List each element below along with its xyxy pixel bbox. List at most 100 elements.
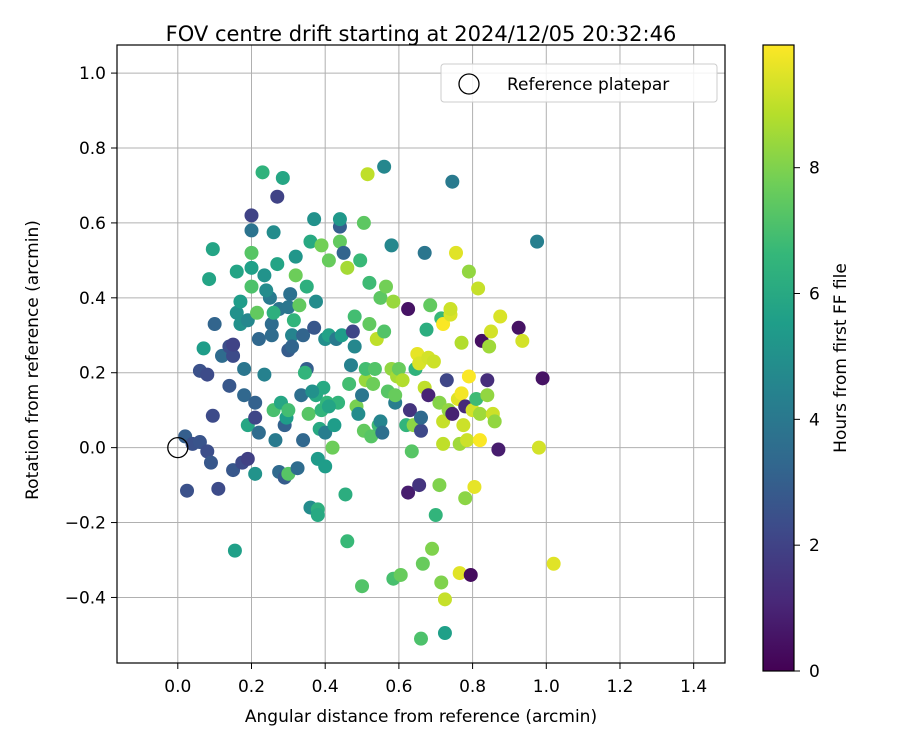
legend-label: Reference platepar — [507, 75, 669, 95]
data-point — [402, 403, 417, 418]
y-tick-label: −0.4 — [65, 588, 106, 608]
data-point — [449, 245, 464, 260]
data-point — [203, 455, 218, 470]
data-point — [244, 208, 259, 223]
data-point — [480, 373, 495, 388]
data-point — [340, 260, 355, 275]
data-point — [299, 279, 314, 294]
data-point — [227, 543, 242, 558]
data-point — [233, 294, 248, 309]
grid-lines — [117, 45, 725, 663]
data-point — [461, 264, 476, 279]
data-point — [458, 491, 473, 506]
data-point — [491, 442, 506, 457]
data-point — [404, 444, 419, 459]
data-point — [229, 264, 244, 279]
data-point — [362, 275, 377, 290]
data-point — [211, 481, 226, 496]
data-point — [264, 328, 279, 343]
data-point — [364, 429, 379, 444]
data-point — [301, 406, 316, 421]
colorbar-tick-label: 0 — [809, 662, 820, 682]
data-point — [292, 298, 307, 313]
reference-marker — [167, 436, 189, 459]
data-point — [248, 395, 263, 410]
data-point — [531, 440, 546, 455]
data-point — [196, 341, 211, 356]
data-point — [321, 399, 336, 414]
x-tick-label: 0.6 — [385, 677, 412, 697]
data-point — [332, 212, 347, 227]
data-point — [437, 626, 452, 641]
data-point — [226, 348, 241, 363]
data-point — [487, 414, 502, 429]
data-point — [428, 508, 443, 523]
data-point — [314, 238, 329, 253]
data-point — [530, 234, 545, 249]
x-tick-label: 1.0 — [533, 677, 560, 697]
data-point — [180, 483, 195, 498]
data-point — [432, 478, 447, 493]
data-point — [401, 485, 416, 500]
data-point — [294, 388, 309, 403]
data-point — [445, 174, 460, 189]
data-point — [388, 388, 403, 403]
data-point — [414, 631, 428, 646]
data-point — [546, 556, 561, 571]
plot-frame — [116, 44, 726, 664]
data-point — [452, 566, 467, 581]
data-point — [237, 361, 252, 376]
y-tick-label: −0.2 — [65, 514, 106, 534]
data-point — [415, 556, 430, 571]
data-point — [401, 302, 416, 317]
data-point — [251, 332, 266, 347]
data-point — [515, 333, 530, 348]
colorbar-tick-label: 2 — [809, 536, 820, 556]
data-point — [412, 478, 427, 493]
data-point — [367, 361, 382, 376]
data-point — [443, 302, 458, 317]
data-point — [353, 253, 368, 268]
data-point — [205, 242, 220, 257]
y-axis-label: Rotation from reference (arcmin) — [23, 220, 43, 500]
data-point — [373, 414, 388, 429]
data-point — [283, 287, 298, 302]
y-tick-label: 0.8 — [79, 139, 106, 159]
x-tick-label: 0.0 — [164, 677, 191, 697]
data-point — [257, 367, 272, 382]
x-tick-label: 0.2 — [238, 677, 265, 697]
y-tick-label: 0.4 — [79, 289, 106, 309]
data-point — [347, 339, 362, 354]
data-point — [375, 425, 390, 440]
data-point — [362, 317, 377, 332]
data-point — [436, 317, 451, 332]
data-point — [336, 245, 351, 260]
data-point — [251, 425, 266, 440]
data-point — [351, 406, 366, 421]
data-point — [340, 534, 355, 549]
data-point — [460, 433, 475, 448]
data-point — [226, 337, 241, 352]
data-point — [342, 376, 357, 391]
data-point — [244, 223, 259, 238]
colorbar-tick-label: 8 — [809, 159, 820, 179]
data-point — [345, 324, 360, 339]
data-point — [275, 170, 290, 185]
data-point — [310, 508, 325, 523]
data-point — [248, 410, 263, 425]
y-tick-label: 0.2 — [79, 364, 106, 384]
data-point — [296, 433, 311, 448]
chart-title: FOV centre drift starting at 2024/12/05 … — [166, 22, 677, 46]
data-point — [264, 317, 279, 332]
data-point — [286, 313, 301, 328]
data-point — [200, 367, 215, 382]
data-point — [493, 309, 508, 324]
y-tick-label: 1.0 — [79, 64, 106, 84]
data-point — [439, 373, 454, 388]
data-point — [391, 361, 406, 376]
x-tick-label: 1.2 — [606, 677, 633, 697]
data-point — [229, 305, 244, 320]
x-tick-label: 0.8 — [459, 677, 486, 697]
data-point — [288, 249, 303, 264]
